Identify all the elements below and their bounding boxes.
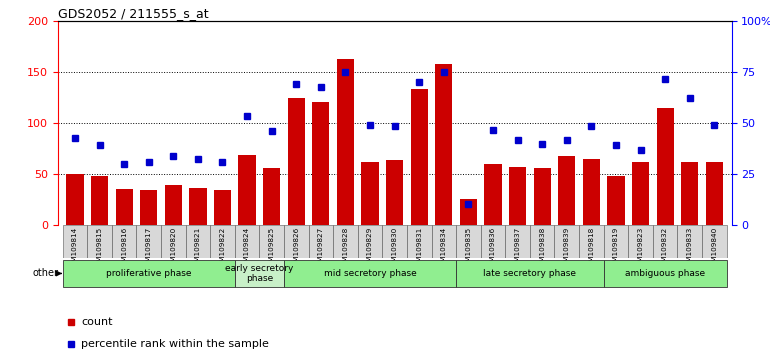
Text: GSM109818: GSM109818 — [588, 227, 594, 271]
Text: GSM109826: GSM109826 — [293, 227, 300, 271]
Bar — [165, 185, 182, 225]
Bar — [702, 225, 727, 258]
Text: GSM109817: GSM109817 — [146, 227, 152, 271]
Text: count: count — [82, 317, 113, 327]
Bar — [509, 167, 526, 225]
Bar — [383, 225, 407, 258]
Text: GSM109824: GSM109824 — [244, 227, 250, 271]
Text: GSM109833: GSM109833 — [687, 227, 693, 271]
Text: GSM109825: GSM109825 — [269, 227, 275, 271]
Text: GSM109819: GSM109819 — [613, 227, 619, 271]
Text: early secretory
phase: early secretory phase — [225, 264, 293, 283]
Bar — [235, 225, 259, 258]
Text: GSM109834: GSM109834 — [440, 227, 447, 271]
Text: GSM109822: GSM109822 — [219, 227, 226, 271]
Bar — [632, 162, 649, 225]
Bar — [705, 162, 723, 225]
Bar — [530, 225, 554, 258]
Bar — [480, 225, 505, 258]
Text: GSM109839: GSM109839 — [564, 227, 570, 271]
Text: GSM109821: GSM109821 — [195, 227, 201, 271]
Bar — [484, 164, 501, 225]
Bar — [604, 225, 628, 258]
Bar — [505, 225, 530, 258]
Text: GSM109815: GSM109815 — [96, 227, 102, 271]
Text: GSM109827: GSM109827 — [318, 227, 324, 271]
Bar — [407, 225, 431, 258]
Bar — [309, 225, 333, 258]
Text: GSM109823: GSM109823 — [638, 227, 644, 271]
Bar — [653, 225, 678, 258]
Bar — [681, 162, 698, 225]
Bar — [210, 225, 235, 258]
Bar — [186, 225, 210, 258]
Bar — [259, 225, 284, 258]
Bar — [91, 176, 108, 225]
Bar — [136, 225, 161, 258]
Bar — [62, 260, 235, 287]
Bar — [239, 155, 256, 225]
Text: other: other — [32, 268, 59, 279]
Text: proliferative phase: proliferative phase — [106, 269, 192, 278]
Text: GSM109836: GSM109836 — [490, 227, 496, 271]
Bar — [657, 108, 674, 225]
Bar — [608, 176, 624, 225]
Text: GSM109828: GSM109828 — [343, 227, 349, 271]
Bar — [456, 260, 604, 287]
Bar — [235, 260, 284, 287]
Bar — [678, 225, 702, 258]
Bar — [62, 225, 87, 258]
Bar — [116, 189, 132, 225]
Text: GSM109830: GSM109830 — [392, 227, 397, 271]
Bar — [284, 260, 456, 287]
Bar — [358, 225, 383, 258]
Bar — [112, 225, 136, 258]
Bar — [87, 225, 112, 258]
Bar — [263, 168, 280, 225]
Bar — [288, 98, 305, 225]
Bar — [435, 64, 453, 225]
Text: percentile rank within the sample: percentile rank within the sample — [82, 339, 270, 349]
Bar — [579, 225, 604, 258]
Bar — [140, 190, 157, 225]
Bar — [558, 156, 575, 225]
Text: GSM109838: GSM109838 — [539, 227, 545, 271]
Bar — [313, 102, 330, 225]
Text: GSM109820: GSM109820 — [170, 227, 176, 271]
Bar — [583, 159, 600, 225]
Text: GSM109816: GSM109816 — [121, 227, 127, 271]
Text: GSM109829: GSM109829 — [367, 227, 373, 271]
Text: GSM109814: GSM109814 — [72, 227, 78, 271]
Bar — [214, 190, 231, 225]
Bar — [534, 168, 551, 225]
Bar — [66, 174, 84, 225]
Text: GSM109837: GSM109837 — [514, 227, 521, 271]
Bar — [189, 188, 206, 225]
Bar — [604, 260, 727, 287]
Bar — [161, 225, 186, 258]
Text: late secretory phase: late secretory phase — [484, 269, 577, 278]
Text: ambiguous phase: ambiguous phase — [625, 269, 705, 278]
Bar — [361, 162, 379, 225]
Bar — [386, 160, 403, 225]
Bar — [431, 225, 456, 258]
Bar — [460, 199, 477, 225]
Text: GSM109831: GSM109831 — [417, 227, 422, 271]
Text: GSM109840: GSM109840 — [711, 227, 718, 271]
Bar — [628, 225, 653, 258]
Bar — [410, 90, 428, 225]
Text: GDS2052 / 211555_s_at: GDS2052 / 211555_s_at — [58, 7, 209, 20]
Bar — [456, 225, 480, 258]
Text: GSM109832: GSM109832 — [662, 227, 668, 271]
Bar — [284, 225, 309, 258]
Text: GSM109835: GSM109835 — [465, 227, 471, 271]
Text: mid secretory phase: mid secretory phase — [323, 269, 417, 278]
Bar — [554, 225, 579, 258]
Bar — [336, 59, 354, 225]
Bar — [333, 225, 358, 258]
